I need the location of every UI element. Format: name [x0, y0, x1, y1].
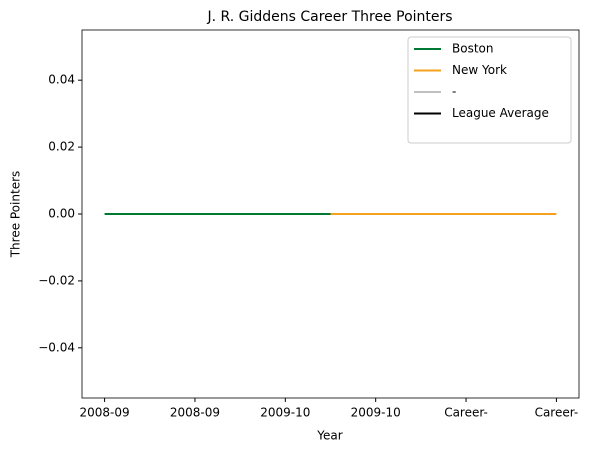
legend-label: Boston	[452, 42, 493, 56]
x-tick-label: Career-	[535, 406, 579, 420]
y-tick-label: 0.02	[48, 140, 75, 154]
legend-label: League Average	[452, 106, 549, 120]
x-axis-label: Year	[316, 429, 342, 443]
y-axis-label: Three Pointers	[9, 171, 23, 259]
legend-label: -	[452, 85, 456, 99]
legend-box	[407, 36, 572, 144]
y-tick-label: −0.02	[38, 273, 75, 287]
legend-label: New York	[452, 63, 507, 77]
x-tick-label: 2009-10	[260, 406, 310, 420]
x-tick-label: 2008-09	[80, 406, 130, 420]
y-tick-label: −0.04	[38, 340, 75, 354]
y-tick-label: 0.00	[48, 207, 75, 221]
x-tick-label: 2009-10	[351, 406, 401, 420]
x-tick-label: Career-	[444, 406, 488, 420]
plot-frame	[81, 29, 580, 399]
y-tick-label: 0.04	[48, 73, 75, 87]
chart-title: J. R. Giddens Career Three Pointers	[206, 9, 452, 25]
x-tick-label: 2008-09	[170, 406, 220, 420]
